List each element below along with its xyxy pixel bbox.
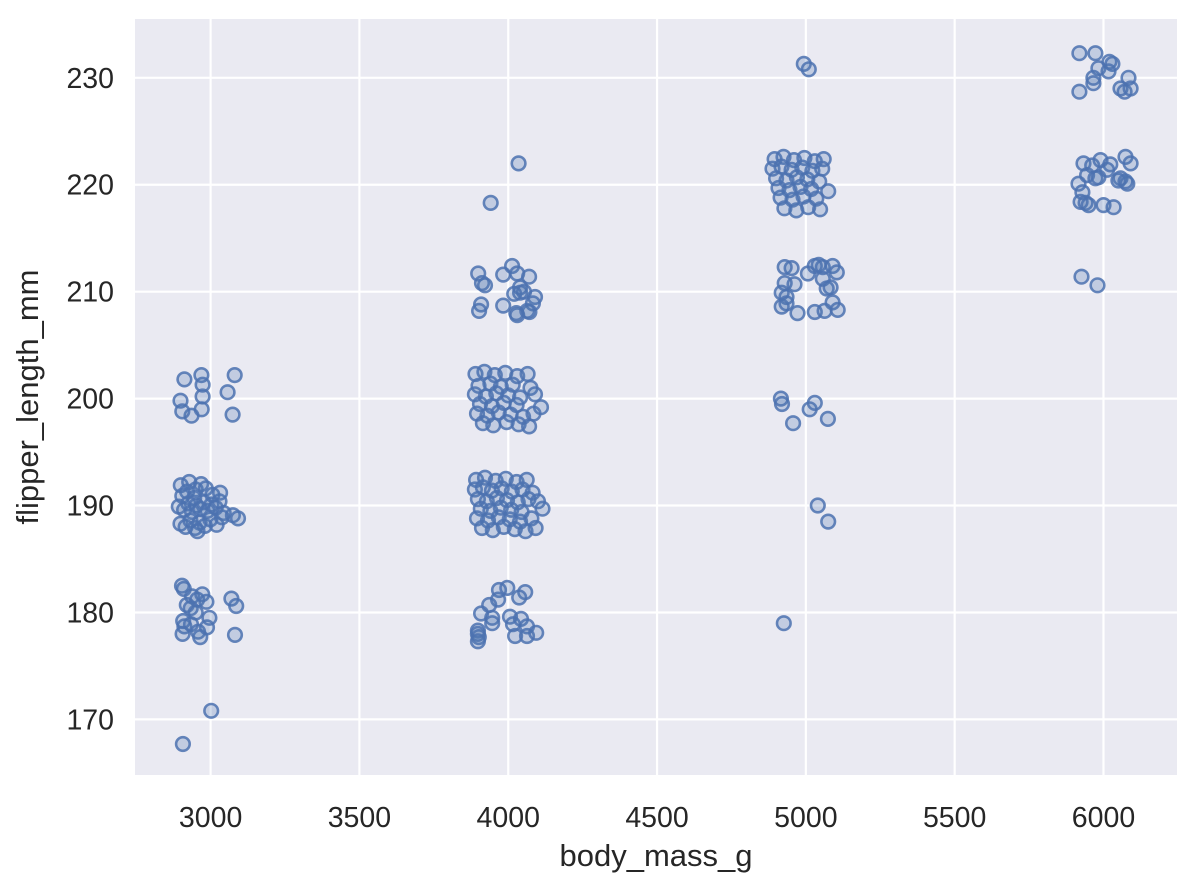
data-point — [212, 484, 229, 501]
data-point — [820, 183, 837, 200]
data-point — [198, 593, 215, 610]
data-point — [1085, 69, 1102, 86]
data-point — [469, 633, 487, 650]
data-point — [226, 367, 243, 384]
y-tick-labels: 170 180 190 200 210 220 230 — [66, 63, 114, 737]
data-point — [482, 194, 499, 211]
x-tick-label: 4000 — [477, 802, 540, 834]
x-tick-label: 4500 — [625, 802, 688, 834]
gridlines — [135, 19, 1177, 775]
x-tick-label: 6000 — [1072, 802, 1135, 834]
data-point — [1085, 75, 1102, 92]
data-point — [527, 519, 544, 537]
data-point — [228, 597, 245, 615]
data-point — [1087, 45, 1104, 62]
data-points — [170, 45, 1139, 753]
y-tick-label: 180 — [66, 597, 114, 629]
data-point — [1098, 161, 1116, 178]
data-point — [229, 510, 247, 527]
data-point — [174, 735, 191, 753]
data-point — [1073, 268, 1090, 285]
data-point — [528, 624, 545, 641]
data-point — [814, 160, 831, 177]
data-point — [1089, 277, 1106, 294]
data-point — [520, 418, 538, 435]
data-point — [520, 268, 538, 285]
data-point — [476, 277, 494, 294]
x-tick-label: 3000 — [179, 802, 242, 834]
data-point — [471, 302, 488, 320]
data-point — [201, 609, 218, 626]
data-point — [219, 384, 236, 401]
data-point — [773, 395, 791, 413]
data-point — [1071, 45, 1088, 62]
data-point — [1070, 175, 1087, 192]
data-point — [800, 61, 817, 78]
data-point — [174, 403, 191, 420]
data-point — [484, 615, 501, 632]
data-point — [176, 371, 193, 388]
y-tick-label: 200 — [66, 384, 114, 416]
data-point — [1122, 155, 1139, 172]
x-tick-label: 5500 — [923, 802, 986, 834]
data-point — [485, 417, 502, 434]
data-point — [783, 260, 800, 277]
y-tick-label: 220 — [66, 170, 114, 202]
data-point — [820, 513, 837, 530]
data-point — [1117, 173, 1134, 190]
data-point — [194, 376, 211, 393]
y-axis-label: flipper_length_mm — [10, 269, 45, 524]
data-point — [800, 199, 817, 216]
data-point — [506, 627, 524, 645]
data-point — [829, 301, 846, 319]
data-point — [534, 500, 551, 517]
data-point — [1122, 80, 1139, 97]
data-point — [816, 302, 833, 320]
data-point — [1100, 63, 1117, 80]
data-point — [784, 415, 802, 432]
data-point — [224, 406, 241, 423]
data-point — [1080, 197, 1097, 214]
data-point — [811, 201, 829, 218]
x-tick-label: 5000 — [774, 802, 837, 834]
x-tick-label: 3500 — [328, 802, 391, 834]
data-point — [1105, 199, 1122, 216]
data-point — [519, 365, 536, 383]
data-point — [776, 200, 793, 217]
y-tick-label: 170 — [66, 704, 114, 736]
data-point — [1071, 83, 1088, 100]
data-point — [511, 589, 528, 606]
data-point — [778, 295, 795, 312]
data-point — [822, 279, 839, 296]
data-point — [526, 386, 544, 403]
data-point — [828, 264, 845, 281]
data-point — [809, 497, 826, 514]
data-point — [495, 297, 512, 314]
data-point — [819, 410, 837, 428]
y-tick-label: 190 — [66, 491, 114, 523]
x-axis-label: body_mass_g — [559, 838, 752, 873]
data-point — [484, 609, 501, 626]
data-point — [806, 394, 823, 412]
data-point — [786, 276, 803, 293]
data-point — [189, 523, 206, 540]
data-point — [510, 155, 527, 172]
data-point — [499, 579, 516, 597]
data-point — [226, 626, 244, 644]
y-tick-label: 230 — [66, 63, 114, 95]
data-point — [519, 302, 536, 320]
x-tick-labels: 3000 3500 4000 4500 5000 5500 6000 — [179, 802, 1135, 834]
data-point — [789, 305, 806, 322]
data-point — [193, 401, 210, 418]
y-tick-label: 210 — [66, 277, 114, 309]
data-point — [203, 702, 220, 719]
data-point — [775, 615, 792, 632]
